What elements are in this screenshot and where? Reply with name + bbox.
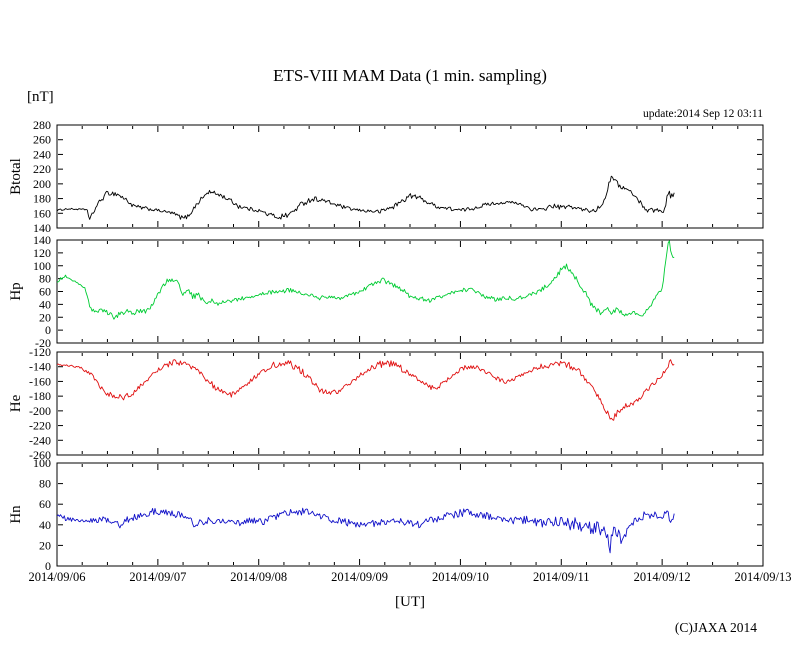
y-unit-label: [nT] bbox=[27, 89, 54, 105]
update-timestamp: update:2014 Sep 12 03:11 bbox=[643, 108, 763, 120]
y-tick-label: -120 bbox=[29, 345, 51, 359]
y-tick-label: -160 bbox=[29, 374, 51, 388]
y-tick-label: -200 bbox=[29, 404, 51, 418]
y-tick-label: 20 bbox=[39, 538, 51, 552]
y-tick-label: 80 bbox=[39, 272, 51, 286]
series-btotal bbox=[57, 175, 675, 220]
y-tick-label: 140 bbox=[33, 221, 51, 235]
y-tick-label: 60 bbox=[39, 497, 51, 511]
y-tick-label: -240 bbox=[29, 433, 51, 447]
y-tick-label: 260 bbox=[33, 133, 51, 147]
y-tick-label: -220 bbox=[29, 419, 51, 433]
panel-frame bbox=[56, 124, 764, 229]
x-tick-label: 2014/09/13 bbox=[735, 570, 792, 584]
y-tick-label: -260 bbox=[29, 448, 51, 462]
panel-frame bbox=[56, 462, 764, 567]
y-tick-label: 40 bbox=[39, 518, 51, 532]
y-tick-label: 220 bbox=[33, 162, 51, 176]
x-tick-label: 2014/09/10 bbox=[432, 570, 489, 584]
y-tick-label: 180 bbox=[33, 192, 51, 206]
y-tick-label: 240 bbox=[33, 147, 51, 161]
y-tick-label: 80 bbox=[39, 477, 51, 491]
y-tick-label: -180 bbox=[29, 389, 51, 403]
x-tick-label: 2014/09/12 bbox=[634, 570, 691, 584]
chart-title: ETS-VIII MAM Data (1 min. sampling) bbox=[273, 66, 547, 85]
series-hp bbox=[57, 240, 675, 320]
panel-ylabel-hp: Hp bbox=[8, 282, 24, 300]
series-he bbox=[57, 359, 675, 421]
panel-he: -260-240-220-200-180-160-140-120 He bbox=[8, 345, 764, 462]
y-tick-label: -140 bbox=[29, 360, 51, 374]
y-tick-label: -20 bbox=[35, 336, 51, 350]
x-tick-label: 2014/09/11 bbox=[533, 570, 589, 584]
y-tick-label: 40 bbox=[39, 297, 51, 311]
y-tick-label: 20 bbox=[39, 310, 51, 324]
y-tick-label: 140 bbox=[33, 233, 51, 247]
x-tick-label: 2014/09/06 bbox=[29, 570, 86, 584]
panel-ylabel-he: He bbox=[8, 394, 24, 412]
y-tick-label: 100 bbox=[33, 456, 51, 470]
y-tick-label: 0 bbox=[45, 559, 51, 573]
y-tick-label: 60 bbox=[39, 285, 51, 299]
x-tick-label: 2014/09/08 bbox=[230, 570, 287, 584]
panel-frame bbox=[56, 239, 764, 344]
y-tick-label: 120 bbox=[33, 246, 51, 260]
y-tick-label: 200 bbox=[33, 177, 51, 191]
x-tick-label: 2014/09/09 bbox=[331, 570, 388, 584]
panel-ylabel-hn: Hn bbox=[8, 505, 24, 524]
y-tick-label: 100 bbox=[33, 259, 51, 273]
panel-frame bbox=[56, 351, 764, 456]
series-hn bbox=[57, 507, 675, 554]
x-axis-label: [UT] bbox=[395, 594, 425, 610]
x-tick-label: 2014/09/07 bbox=[129, 570, 186, 584]
copyright: (C)JAXA 2014 bbox=[674, 620, 757, 635]
y-tick-label: 0 bbox=[45, 323, 51, 337]
y-tick-label: 160 bbox=[33, 206, 51, 220]
panel-ylabel-btotal: Btotal bbox=[8, 158, 24, 195]
y-tick-label: 280 bbox=[33, 118, 51, 132]
panel-hn: 0 20 40 60 80 100 Hn bbox=[8, 456, 764, 573]
